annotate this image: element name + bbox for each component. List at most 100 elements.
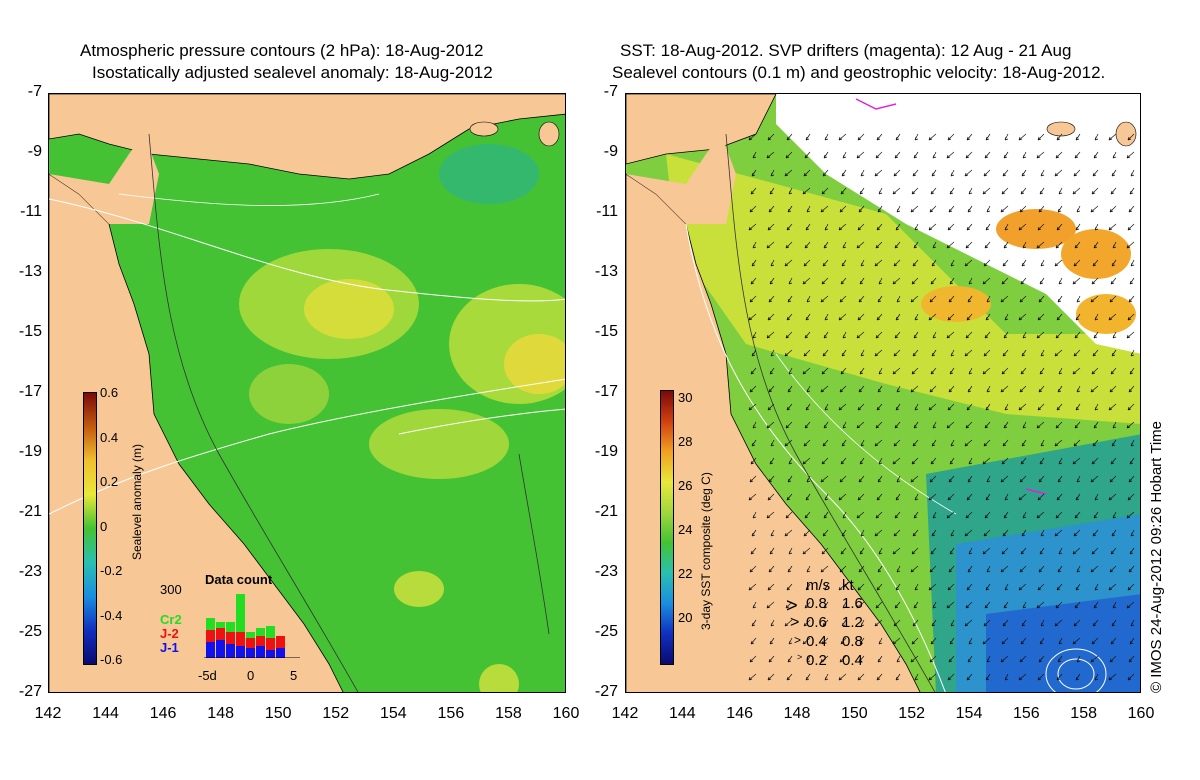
velocity-arrow	[983, 259, 991, 267]
velocity-arrow	[914, 493, 919, 501]
velocity-arrow	[1003, 241, 1009, 249]
velocity-arrow	[914, 133, 919, 141]
velocity-arrow	[821, 457, 829, 465]
velocity-arrow	[895, 403, 901, 411]
velocity-arrow	[1112, 151, 1117, 159]
velocity-arrow	[1094, 133, 1099, 141]
right-ytick: -27	[594, 683, 618, 700]
sst-colorbar-tick: 30	[678, 390, 693, 405]
velocity-arrow	[1076, 205, 1081, 213]
velocity-arrow	[1128, 385, 1135, 393]
velocity-arrow	[949, 637, 955, 645]
velocity-arrow	[966, 133, 973, 141]
velocity-arrow	[806, 565, 811, 573]
velocity-arrow	[895, 133, 901, 141]
velocity-arrow	[857, 223, 865, 231]
velocity-arrow	[1055, 511, 1063, 519]
velocity-arrow	[875, 241, 883, 249]
velocity-arrow	[983, 529, 991, 537]
velocity-legend-arrow-icon: >	[797, 652, 803, 662]
data-count-title: Data count	[205, 572, 273, 587]
velocity-arrow	[1004, 583, 1009, 591]
velocity-arrow	[984, 601, 991, 609]
left-ytick: -9	[27, 143, 42, 160]
left-ytick: -19	[18, 443, 42, 460]
velocity-arrow	[913, 151, 919, 159]
velocity-arrow	[929, 295, 937, 303]
velocity-arrow	[1111, 529, 1117, 537]
velocity-arrow	[968, 547, 973, 555]
sst-colorbar	[660, 390, 674, 665]
velocity-arrow	[805, 583, 811, 591]
velocity-arrow	[788, 187, 793, 195]
velocity-arrow	[820, 565, 829, 573]
velocity-arrow	[748, 133, 757, 141]
velocity-arrow	[822, 259, 829, 267]
velocity-arrow	[985, 313, 991, 321]
velocity-legend-kt: 0.4	[842, 652, 863, 669]
velocity-arrow	[984, 421, 991, 429]
velocity-arrow	[928, 223, 937, 231]
velocity-arrow	[892, 547, 901, 555]
velocity-arrow	[1094, 583, 1099, 591]
velocity-arrow	[1037, 133, 1045, 141]
velocity-arrow	[1056, 493, 1063, 501]
velocity-arrow	[947, 493, 955, 501]
velocity-arrow	[914, 673, 919, 681]
velocity-arrow	[947, 583, 955, 591]
velocity-arrow	[965, 421, 973, 429]
data-count-series-j2: J-2	[160, 626, 179, 641]
velocity-arrow	[857, 673, 865, 681]
velocity-arrow	[823, 421, 829, 429]
velocity-legend-arrow-icon: >	[786, 595, 798, 617]
velocity-arrow	[896, 385, 901, 393]
velocity-arrow	[752, 601, 757, 609]
velocity-arrow	[822, 349, 829, 357]
velocity-arrow	[949, 547, 955, 555]
velocity-arrow	[928, 403, 937, 411]
left-ytick: -17	[18, 383, 42, 400]
velocity-arrow	[1003, 511, 1009, 519]
velocity-arrow	[1073, 169, 1081, 177]
velocity-arrow	[911, 457, 919, 465]
velocity-arrow	[858, 655, 865, 663]
velocity-arrow	[913, 511, 919, 519]
velocity-arrow	[1054, 169, 1063, 177]
left-ytick: -27	[18, 683, 42, 700]
velocity-arrow	[1004, 133, 1009, 141]
velocity-arrow	[932, 601, 937, 609]
velocity-arrow	[947, 313, 955, 321]
velocity-arrow	[803, 529, 811, 537]
velocity-arrow	[1126, 241, 1135, 249]
velocity-arrow	[767, 133, 775, 141]
velocity-arrow	[802, 367, 811, 375]
velocity-arrow	[1054, 439, 1063, 447]
velocity-arrow	[1002, 529, 1009, 537]
velocity-arrow	[1108, 133, 1117, 141]
velocity-arrow	[1055, 241, 1063, 249]
velocity-arrow	[1076, 475, 1081, 483]
velocity-arrow	[804, 241, 811, 249]
velocity-arrow	[911, 637, 919, 645]
velocity-legend-ms-header: m/s	[806, 577, 831, 594]
velocity-arrow	[1094, 493, 1099, 501]
velocity-arrow	[1000, 565, 1009, 573]
velocity-arrow	[1037, 403, 1045, 411]
velocity-arrow	[948, 655, 955, 663]
velocity-arrow	[964, 169, 973, 177]
velocity-arrow	[928, 673, 937, 681]
velocity-arrow	[860, 349, 865, 357]
velocity-arrow	[1075, 583, 1081, 591]
velocity-arrow	[751, 349, 757, 357]
velocity-arrow	[785, 151, 793, 159]
velocity-arrow	[968, 457, 973, 465]
left-xtick: 146	[149, 705, 177, 722]
velocity-arrow	[1058, 187, 1063, 195]
velocity-arrow	[892, 277, 901, 285]
velocity-arrow	[1021, 349, 1027, 357]
velocity-arrow	[982, 637, 991, 645]
velocity-arrow	[1039, 547, 1045, 555]
velocity-arrow	[788, 277, 793, 285]
velocity-arrow	[787, 565, 793, 573]
velocity-arrow	[985, 403, 991, 411]
